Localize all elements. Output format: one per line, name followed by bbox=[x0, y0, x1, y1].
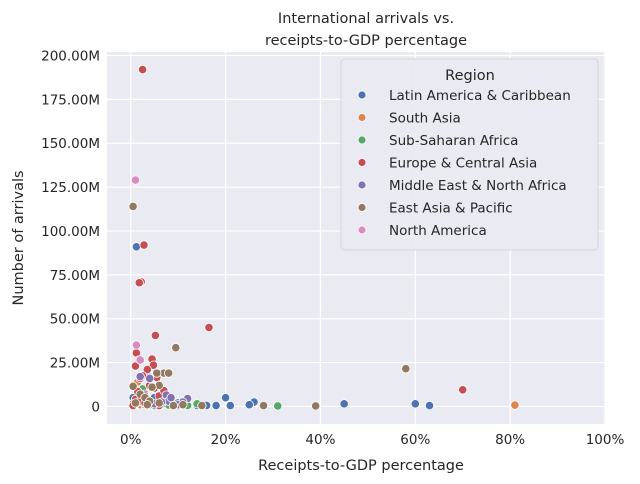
data-point bbox=[168, 400, 178, 411]
data-point bbox=[131, 340, 142, 350]
y-tick-label: 150.00M bbox=[41, 136, 100, 152]
data-point bbox=[211, 400, 221, 411]
data-point bbox=[150, 330, 160, 340]
y-tick-label: 125.00M bbox=[41, 180, 100, 196]
x-axis-label: Receipts-to-GDP percentage bbox=[258, 458, 464, 474]
data-point bbox=[139, 240, 149, 250]
data-point bbox=[510, 400, 520, 410]
data-point bbox=[258, 400, 269, 411]
data-point bbox=[458, 385, 468, 395]
y-tick-label: 175.00M bbox=[41, 92, 100, 108]
legend-marker bbox=[357, 113, 367, 122]
legend: Region Latin America & Caribbean South As… bbox=[340, 58, 599, 251]
legend-marker bbox=[357, 158, 367, 167]
data-point bbox=[145, 373, 155, 383]
data-point bbox=[152, 368, 162, 378]
legend-entry: East Asia & Pacific bbox=[389, 201, 513, 217]
data-point bbox=[147, 382, 157, 392]
data-point bbox=[128, 201, 138, 212]
data-point bbox=[137, 64, 148, 75]
chart-title-line-2: receipts-to-GDP percentage bbox=[265, 33, 467, 49]
x-tick-label: 60% bbox=[400, 432, 430, 448]
data-point bbox=[166, 393, 176, 403]
data-point bbox=[148, 360, 159, 370]
data-point bbox=[244, 400, 254, 410]
data-point bbox=[273, 401, 283, 411]
x-tick-label: 0% bbox=[120, 432, 142, 448]
data-point bbox=[130, 175, 141, 185]
data-point bbox=[130, 361, 141, 371]
data-point bbox=[135, 372, 145, 382]
legend-title: Region bbox=[445, 68, 495, 84]
data-points bbox=[128, 64, 520, 411]
y-tick-label: 50.00M bbox=[50, 312, 100, 328]
data-point bbox=[204, 322, 214, 333]
data-point bbox=[154, 398, 164, 408]
data-point bbox=[164, 368, 174, 378]
legend-entry: Sub-Saharan Africa bbox=[389, 133, 518, 149]
y-tick-label: 100.00M bbox=[41, 224, 100, 240]
data-point bbox=[130, 398, 141, 408]
x-tick-label: 100% bbox=[586, 432, 625, 448]
y-tick-label: 200.00M bbox=[41, 49, 100, 65]
y-axis-label: Number of arrivals bbox=[11, 170, 27, 305]
legend-entry: Latin America & Caribbean bbox=[389, 88, 571, 104]
legend-marker bbox=[357, 90, 367, 100]
y-tick-label: 0 bbox=[91, 399, 100, 415]
data-point bbox=[225, 400, 235, 411]
data-point bbox=[135, 355, 145, 365]
data-point bbox=[220, 393, 231, 403]
data-point bbox=[142, 365, 152, 375]
chart-title-line-1: International arrivals vs. bbox=[278, 11, 454, 27]
legend-marker bbox=[357, 180, 367, 190]
y-tick-label: 25.00M bbox=[50, 356, 100, 372]
data-point bbox=[311, 401, 321, 411]
x-axis-ticks: 0% 20% 40% 60% 80% 100% bbox=[120, 432, 624, 448]
y-tick-label: 75.00M bbox=[50, 268, 100, 284]
data-point bbox=[134, 278, 144, 288]
legend-box bbox=[340, 58, 599, 251]
y-axis-ticks: 0 25.00M 50.00M 75.00M 100.00M 125.00M 150.00M… bbox=[41, 49, 100, 416]
legend-entry: Middle East & North Africa bbox=[389, 178, 567, 194]
legend-items: Latin America & Caribbean South Asia Sub-S… bbox=[357, 88, 571, 239]
data-point bbox=[142, 400, 152, 410]
data-point bbox=[339, 399, 349, 409]
data-point bbox=[197, 400, 207, 411]
legend-entry: North America bbox=[389, 223, 487, 239]
legend-entry: Europe & Central Asia bbox=[389, 156, 537, 172]
x-tick-label: 40% bbox=[305, 432, 335, 448]
data-point bbox=[410, 399, 420, 409]
data-point bbox=[178, 400, 188, 410]
legend-marker bbox=[357, 225, 367, 235]
data-point bbox=[401, 364, 411, 374]
legend-marker bbox=[357, 203, 367, 212]
data-point bbox=[131, 242, 142, 252]
legend-entry: South Asia bbox=[389, 111, 461, 127]
x-tick-label: 20% bbox=[211, 432, 241, 448]
x-tick-label: 80% bbox=[495, 432, 525, 448]
data-point bbox=[128, 381, 138, 391]
data-point bbox=[424, 400, 435, 411]
data-point bbox=[171, 343, 181, 353]
legend-marker bbox=[357, 135, 367, 145]
